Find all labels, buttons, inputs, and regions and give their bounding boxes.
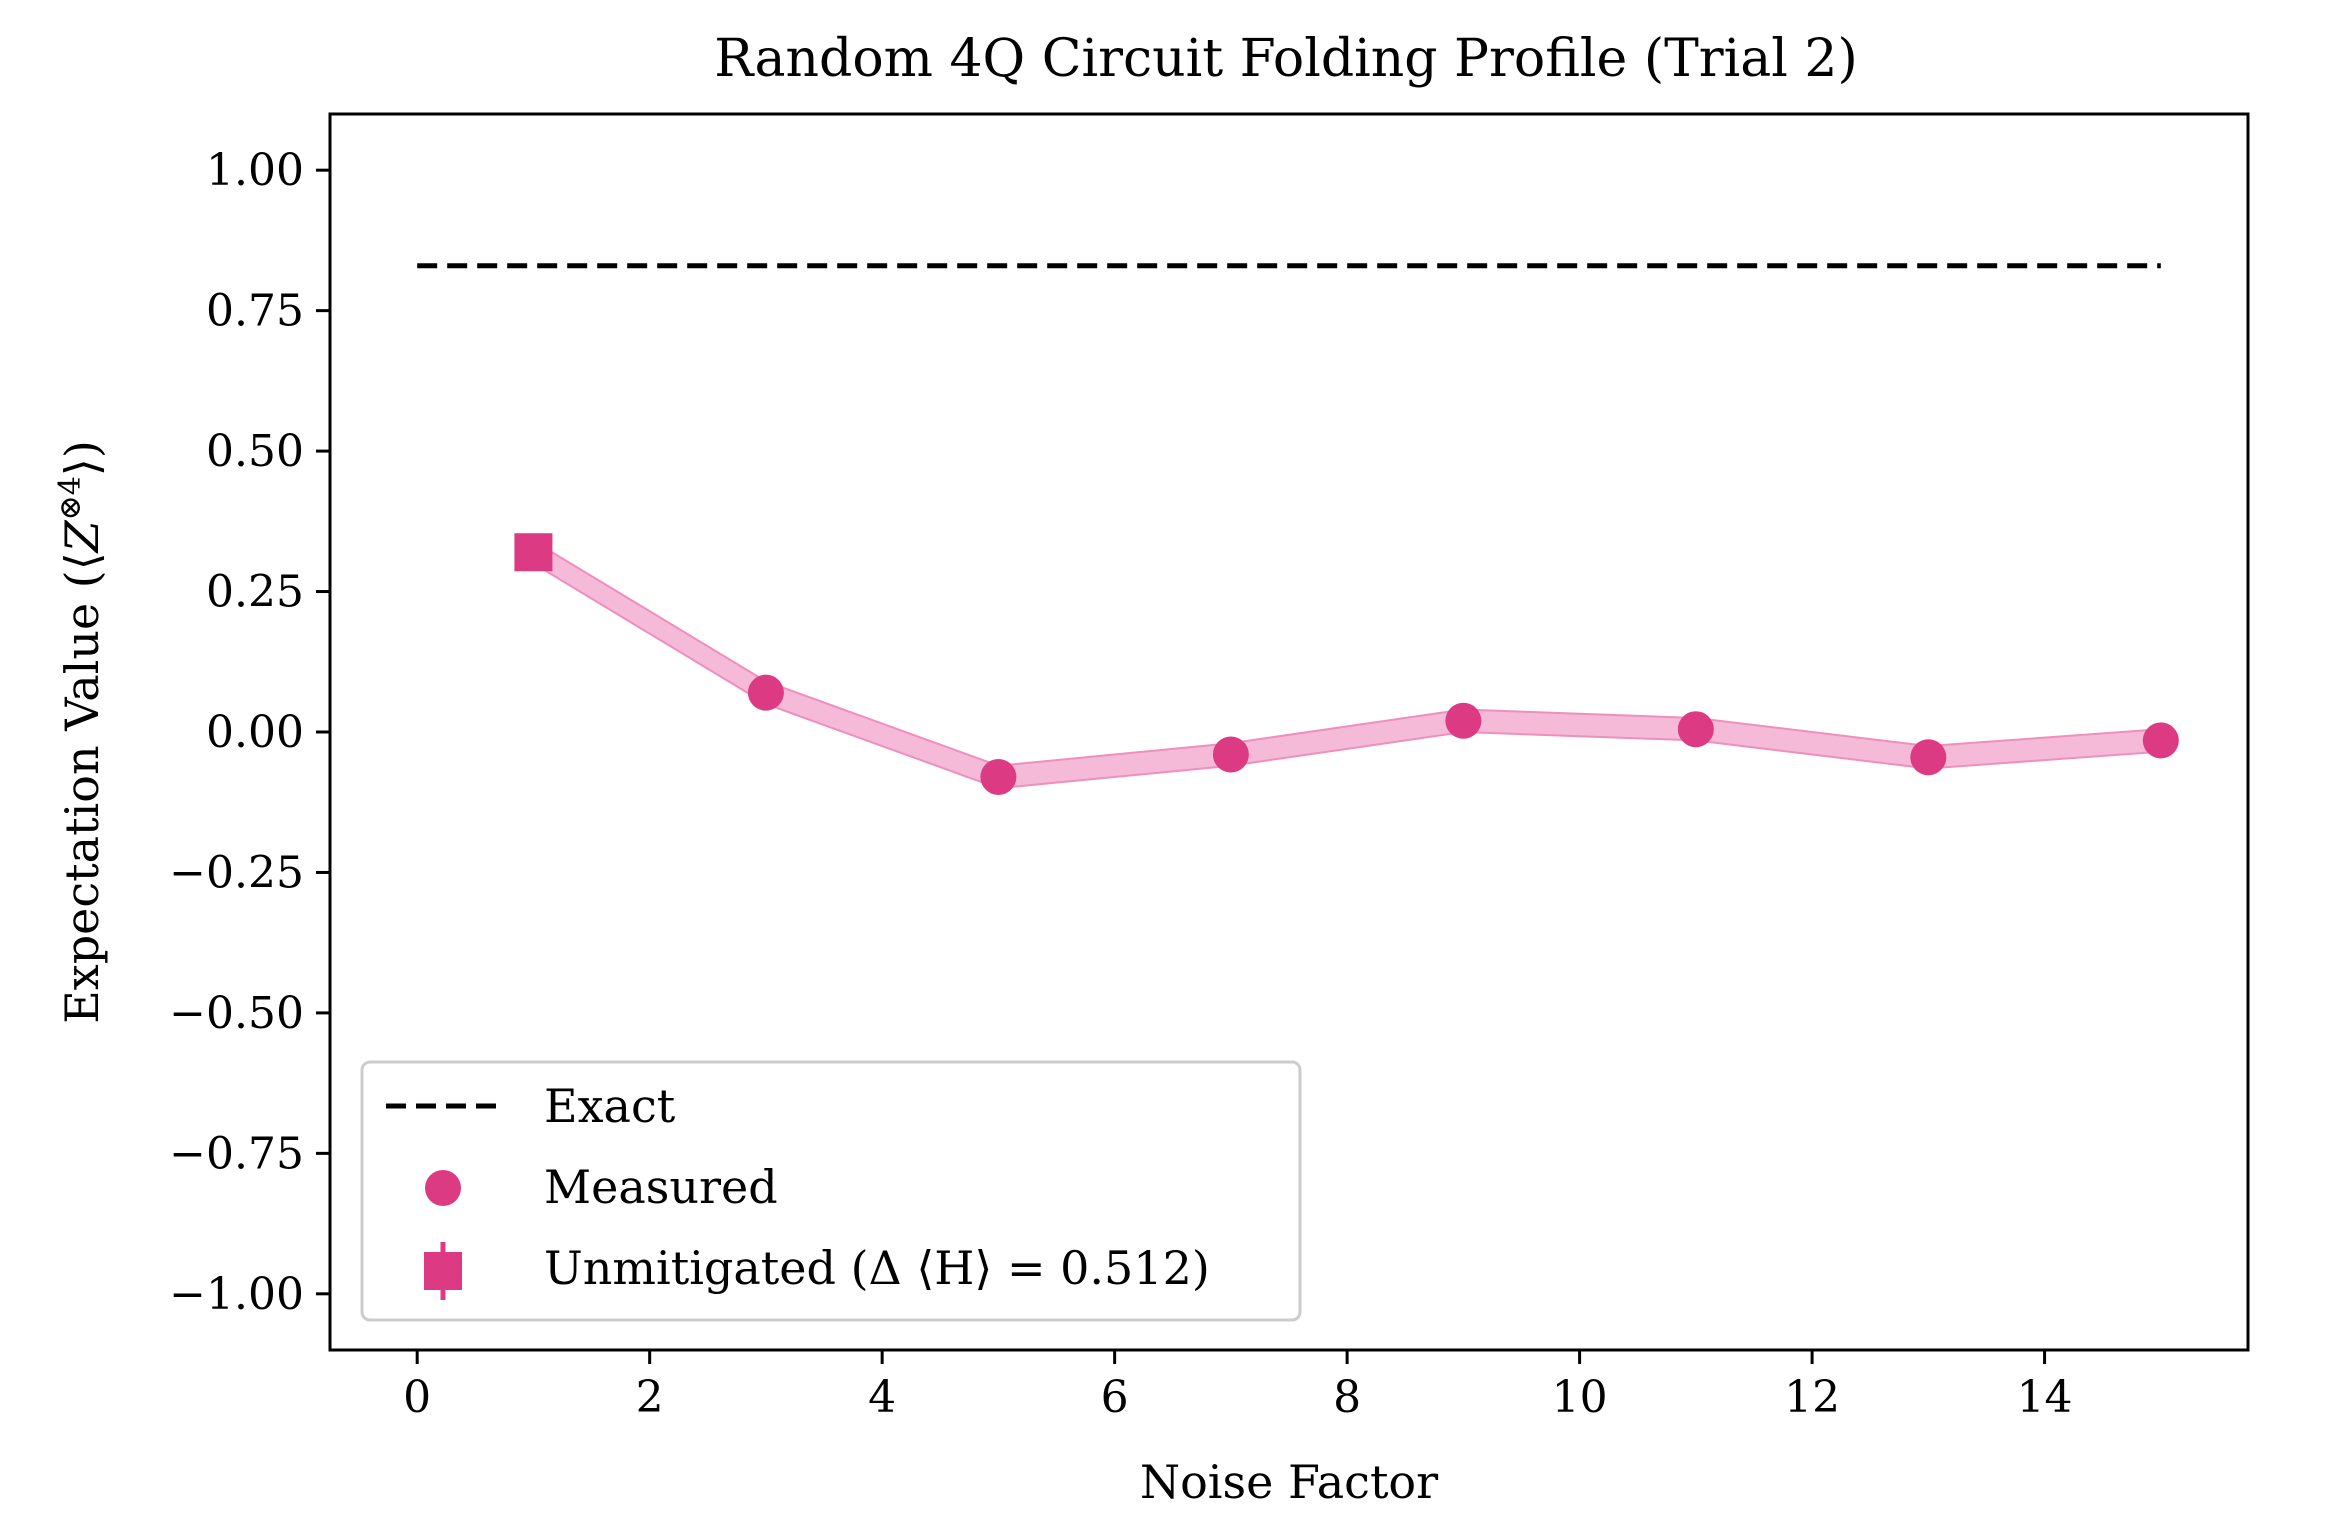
y-tick-label: −0.75 (169, 1128, 304, 1179)
x-tick-label: 6 (1101, 1372, 1129, 1423)
measured-point (1445, 702, 1482, 739)
x-tick-label: 2 (636, 1372, 664, 1423)
y-tick-label: −1.00 (169, 1269, 304, 1320)
measured-point (2142, 722, 2179, 759)
y-tick-label: 0.25 (206, 567, 304, 618)
x-tick-label: 14 (2017, 1372, 2073, 1423)
y-tick-label: 1.00 (206, 145, 304, 196)
y-tick-label: −0.25 (169, 847, 304, 898)
legend-measured-label: Measured (544, 1160, 778, 1214)
chart-title: Random 4Q Circuit Folding Profile (Trial… (714, 29, 1858, 89)
legend-unmitigated-swatch (424, 1242, 462, 1300)
axis-ticks: 0 2 4 6 8 10 12 14 1.00 0.75 0.50 0.25 0.00 −0.25 −0.5… (169, 145, 2072, 1423)
y-axis-label: Expectation Value (⟨Z⊗4⟩) (53, 440, 109, 1024)
unmitigated-point (514, 533, 553, 572)
legend-unmitigated-label: Unmitigated (Δ ⟨H⟩ = 0.512) (544, 1241, 1210, 1295)
x-tick-label: 8 (1333, 1372, 1361, 1423)
x-tick-label: 4 (868, 1372, 896, 1423)
legend-box (360, 1060, 1302, 1322)
legend-exact-label: Exact (544, 1079, 676, 1133)
y-tick-label: 0.50 (206, 426, 304, 477)
y-tick-label: 0.00 (206, 707, 304, 758)
measured-point (1212, 736, 1249, 773)
y-tick-label: 0.75 (206, 286, 304, 337)
measured-point (1677, 711, 1714, 748)
legend: Exact Measured Unmitigated (Δ ⟨H⟩ = 0.51… (360, 1060, 1302, 1322)
measured-point (747, 674, 784, 711)
x-axis-label: Noise Factor (1140, 1455, 1438, 1509)
legend-measured-swatch (425, 1170, 461, 1206)
y-tick-label: −0.50 (169, 988, 304, 1039)
x-tick-label: 0 (403, 1372, 431, 1423)
measured-series (514, 533, 2179, 795)
measured-point (1910, 739, 1947, 776)
x-tick-label: 12 (1784, 1372, 1840, 1423)
measured-point (980, 758, 1017, 795)
x-tick-label: 10 (1552, 1372, 1608, 1423)
